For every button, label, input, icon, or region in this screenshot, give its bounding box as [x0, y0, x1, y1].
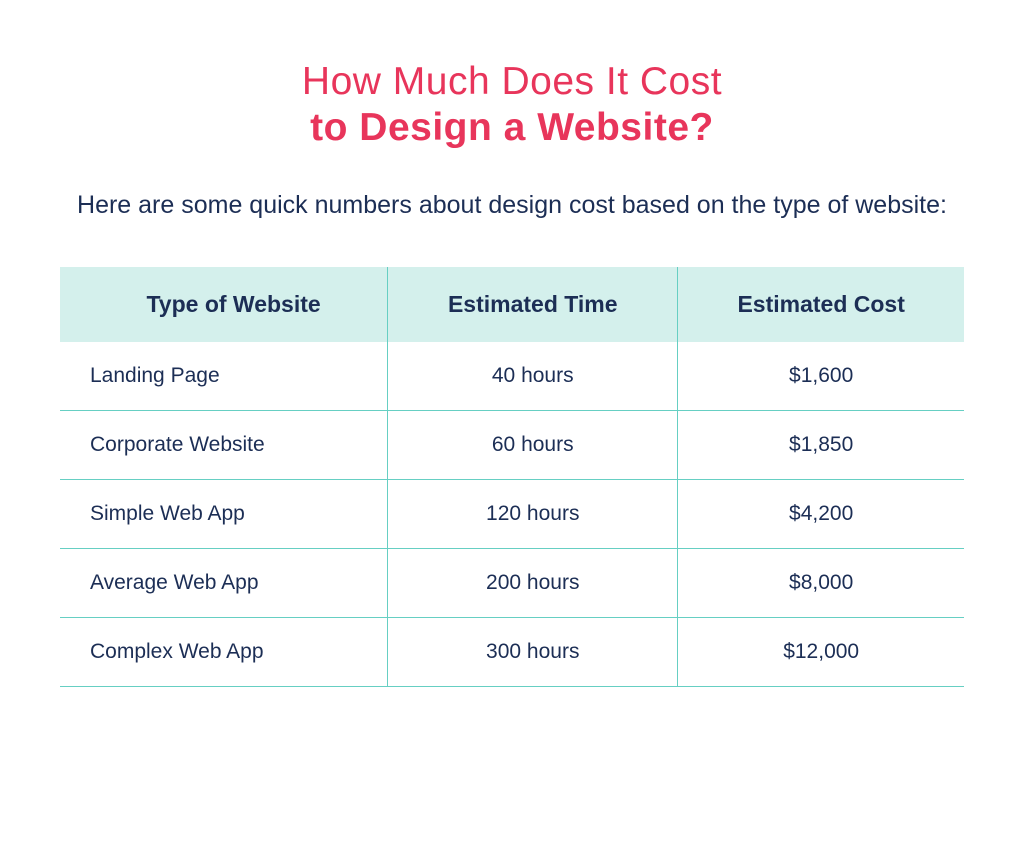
title-line-1: How Much Does It Cost — [60, 60, 964, 104]
cell-cost: $12,000 — [678, 617, 964, 686]
cost-table: Type of Website Estimated Time Estimated… — [60, 267, 964, 687]
table-row: Landing Page 40 hours $1,600 — [60, 342, 964, 411]
table-row: Corporate Website 60 hours $1,850 — [60, 410, 964, 479]
cell-cost: $4,200 — [678, 479, 964, 548]
cell-type: Simple Web App — [60, 479, 388, 548]
cell-time: 300 hours — [388, 617, 678, 686]
table-row: Complex Web App 300 hours $12,000 — [60, 617, 964, 686]
table-header-row: Type of Website Estimated Time Estimated… — [60, 267, 964, 342]
cell-cost: $1,600 — [678, 342, 964, 411]
table-row: Simple Web App 120 hours $4,200 — [60, 479, 964, 548]
col-header-type: Type of Website — [60, 267, 388, 342]
title-line-2: to Design a Website? — [60, 106, 964, 150]
cell-cost: $1,850 — [678, 410, 964, 479]
cell-type: Corporate Website — [60, 410, 388, 479]
cell-time: 60 hours — [388, 410, 678, 479]
table-row: Average Web App 200 hours $8,000 — [60, 548, 964, 617]
col-header-cost: Estimated Cost — [678, 267, 964, 342]
page-title: How Much Does It Cost to Design a Websit… — [60, 60, 964, 150]
cell-type: Complex Web App — [60, 617, 388, 686]
subtitle: Here are some quick numbers about design… — [60, 186, 964, 225]
cell-type: Average Web App — [60, 548, 388, 617]
col-header-time: Estimated Time — [388, 267, 678, 342]
cell-time: 40 hours — [388, 342, 678, 411]
cell-time: 120 hours — [388, 479, 678, 548]
cell-cost: $8,000 — [678, 548, 964, 617]
cell-time: 200 hours — [388, 548, 678, 617]
cell-type: Landing Page — [60, 342, 388, 411]
